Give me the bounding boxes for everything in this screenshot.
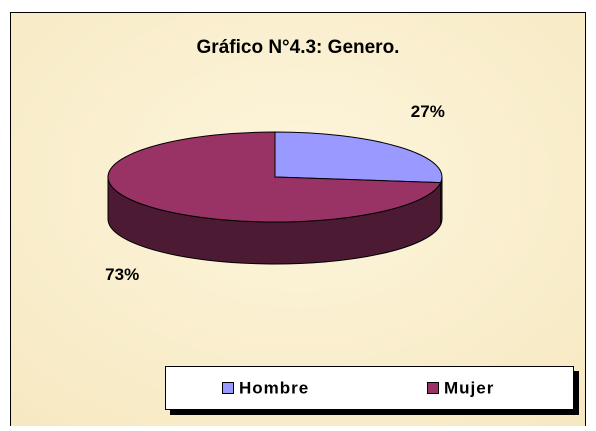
legend-swatch: [222, 382, 234, 394]
data-label: 73%: [105, 265, 139, 284]
legend-label: Hombre: [239, 378, 309, 397]
legend: [165, 366, 574, 410]
legend-swatch: [427, 382, 439, 394]
slice: [274, 131, 443, 184]
slice: [107, 131, 442, 223]
chart-title: Gráfico N°4.3: Genero.: [197, 37, 400, 58]
data-label: 27%: [411, 102, 445, 121]
legend-label: Mujer: [444, 378, 494, 397]
